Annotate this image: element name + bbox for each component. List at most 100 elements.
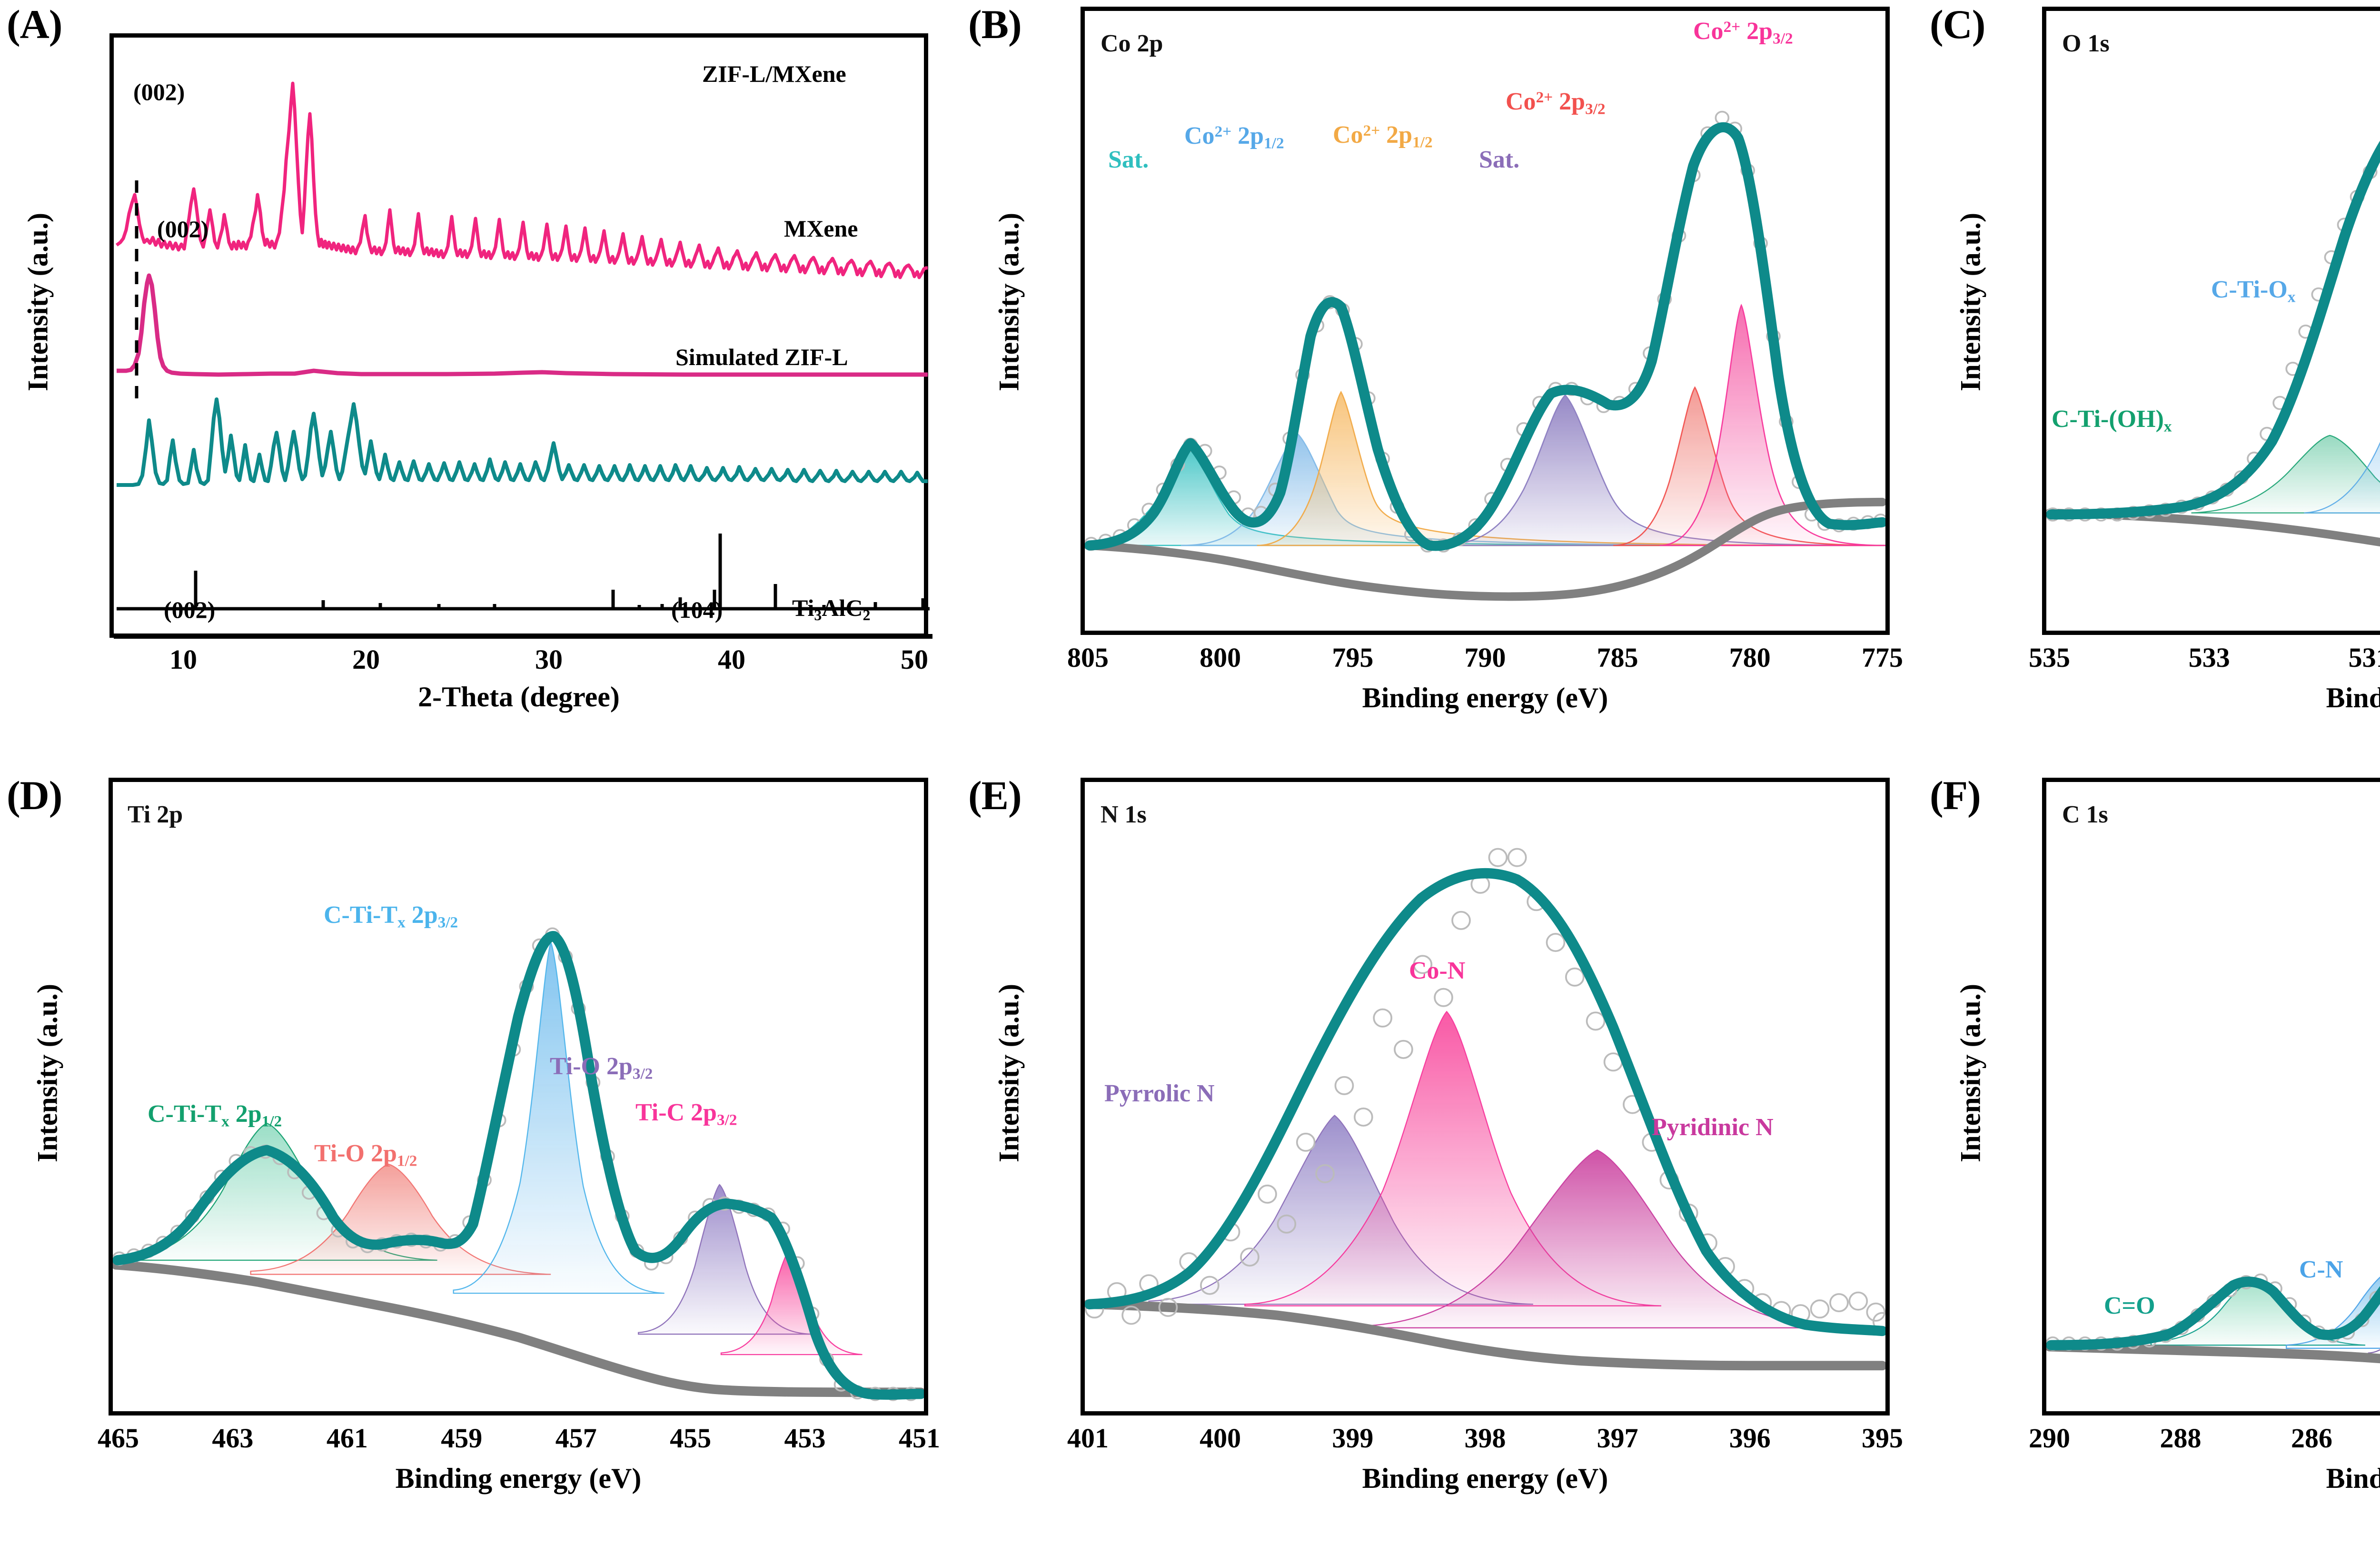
panel-d-ylabel: Intensity (a.u.) xyxy=(31,983,63,1163)
panel-b-label-co2p3half-pink: Co2+ 2p3/2 xyxy=(1693,18,1793,48)
xtick: 288 xyxy=(2160,1423,2202,1454)
panel-d-corner-label: Ti 2p xyxy=(128,801,183,828)
xtick: 800 xyxy=(1200,642,1241,673)
panel-b-letter: (B) xyxy=(968,1,1022,47)
xtick: 785 xyxy=(1597,642,1638,673)
panel-c-components xyxy=(2191,435,2380,514)
xtick: 531 xyxy=(2348,642,2380,673)
panel-f-background-curve xyxy=(2046,1342,2380,1364)
panel-c-xticklabels: 535 533 531 529 527 525 xyxy=(2029,642,2380,673)
panel-d-envelope-curve xyxy=(113,931,924,1400)
panel-c-svg xyxy=(2046,140,2380,547)
panel-c: (C) Intensity (a.u.) xyxy=(1923,0,2380,762)
xtick: 780 xyxy=(1729,642,1771,673)
trace-simulated-zifl xyxy=(117,397,928,487)
panel-b-background-curve xyxy=(1085,497,1885,601)
panel-c-label-c-ti-ox: C-Ti-Ox xyxy=(2211,276,2296,306)
panel-a-letter: (A) xyxy=(7,1,62,47)
ti3alc2-stick-pattern xyxy=(117,534,930,611)
xtick: 461 xyxy=(326,1423,368,1454)
panel-a-annotation-002-top: (002) xyxy=(133,79,185,105)
panel-d-xticklabels: 465 463 461 459 457 455 453 451 xyxy=(98,1422,940,1454)
panel-d-label-ti-o-2p3half: Ti-O 2p3/2 xyxy=(550,1053,653,1083)
panel-b: (B) Intensity (a.u.) xyxy=(962,0,1923,762)
panel-f-svg xyxy=(2046,1273,2380,1364)
panel-f-label-c-n: C-N xyxy=(2299,1256,2343,1283)
panel-f-label-c-double-o: C=O xyxy=(2104,1292,2155,1319)
xtick: 455 xyxy=(670,1423,712,1454)
panel-a-annotation-002-ti3alc2: (002) xyxy=(164,596,216,623)
panel-a-trace-label-zif-l-mxene: ZIF-L/MXene xyxy=(702,60,846,87)
panel-d-components xyxy=(120,940,863,1356)
panel-b-envelope-curve xyxy=(1085,122,1885,551)
xtick: 10 xyxy=(169,644,197,675)
panel-c-corner-label: O 1s xyxy=(2062,30,2110,57)
panel-b-ylabel: Intensity (a.u.) xyxy=(993,212,1025,392)
panel-e-background-curve xyxy=(1085,1299,1885,1371)
panel-a-xlabel: 2-Theta (degree) xyxy=(418,681,620,713)
xtick: 535 xyxy=(2029,642,2070,673)
panel-e-svg xyxy=(1085,848,1885,1371)
panel-b-label-co2p1half-orange: Co2+ 2p1/2 xyxy=(1333,121,1433,151)
panel-a-plot xyxy=(109,33,932,639)
xtick: 795 xyxy=(1332,642,1374,673)
panel-e-xlabel: Binding energy (eV) xyxy=(1362,1463,1608,1494)
panel-a-xticklabels: 10 20 30 40 50 xyxy=(109,643,928,675)
panel-e-plot xyxy=(1081,778,1890,1415)
panel-b-label-co2p1half-blue: Co2+ 2p1/2 xyxy=(1184,122,1284,152)
panel-c-plot xyxy=(2042,7,2380,635)
panel-f: (F) Intensity (a.u.) xyxy=(1923,771,2380,1554)
panel-e-label-pyrrolic-n: Pyrrolic N xyxy=(1104,1080,1215,1107)
panel-f-ylabel: Intensity (a.u.) xyxy=(1954,983,1986,1163)
panel-e-data-markers xyxy=(1085,848,1885,1331)
trace-mxene xyxy=(117,273,928,377)
panel-b-label-co2p3half-red: Co2+ 2p3/2 xyxy=(1506,88,1606,118)
panel-c-envelope-curve xyxy=(2046,140,2380,520)
panel-a: (A) Intensity (a.u.) xyxy=(0,0,962,762)
panel-f-letter: (F) xyxy=(1930,772,1981,818)
panel-a-trace-label-mxene: MXene xyxy=(784,215,858,242)
panel-d-label-c-ti-tx-2p1half: C-Ti-Tx 2p1/2 xyxy=(148,1100,282,1130)
panel-c-ylabel: Intensity (a.u.) xyxy=(1954,212,1986,392)
xtick: 465 xyxy=(98,1423,139,1454)
panel-a-svg xyxy=(114,81,932,639)
panel-e-envelope-curve xyxy=(1085,868,1885,1336)
panel-c-background-curve xyxy=(2046,508,2380,547)
xtick: 400 xyxy=(1200,1423,1241,1454)
panel-a-trace-label-ti3alc2: Ti3AlC2 xyxy=(792,594,871,624)
panel-a-trace-label-simulated-zifl: Simulated ZIF-L xyxy=(675,344,848,370)
panel-e: (E) Intensity (a.u.) xyxy=(962,771,1923,1554)
panel-a-annotation-104: (104) xyxy=(671,596,723,623)
panel-a-ylabel: Intensity (a.u.) xyxy=(22,212,54,392)
panel-d-background-curve xyxy=(113,1260,924,1397)
panel-e-corner-label: N 1s xyxy=(1101,801,1147,828)
xtick: 459 xyxy=(441,1423,483,1454)
panel-f-envelope-curve xyxy=(2046,1277,2380,1350)
panel-e-components xyxy=(1148,1010,1854,1328)
panel-d-plot xyxy=(109,778,928,1415)
panel-d-label-ti-c-2p3half: Ti-C 2p3/2 xyxy=(635,1099,737,1129)
panel-d-svg xyxy=(113,927,924,1401)
xtick: 399 xyxy=(1332,1423,1374,1454)
xtick: 457 xyxy=(555,1423,597,1454)
panel-d-letter: (D) xyxy=(7,772,62,818)
panel-f-corner-label: C 1s xyxy=(2062,801,2108,828)
xtick: 397 xyxy=(1597,1423,1638,1454)
panel-f-xticklabels: 290 288 286 284 282 280 278 xyxy=(2029,1422,2380,1454)
xtick: 286 xyxy=(2291,1423,2332,1454)
panel-a-annotation-002-mxene: (002) xyxy=(157,216,209,242)
panel-e-xticklabels: 401 400 399 398 397 396 395 xyxy=(1067,1422,1903,1454)
xtick: 398 xyxy=(1464,1423,1506,1454)
xtick: 40 xyxy=(718,644,745,675)
panel-b-svg xyxy=(1085,110,1885,601)
xtick: 396 xyxy=(1729,1423,1771,1454)
panel-c-letter: (C) xyxy=(1930,1,1985,47)
panel-d-label-ti-o-2p1half: Ti-O 2p1/2 xyxy=(314,1140,417,1170)
trace-zif-l-mxene xyxy=(115,81,928,279)
panel-e-ylabel: Intensity (a.u.) xyxy=(993,983,1025,1163)
xtick: 463 xyxy=(212,1423,254,1454)
panel-b-label-sat-2: Sat. xyxy=(1479,146,1520,173)
xtick: 395 xyxy=(1861,1423,1903,1454)
xtick: 453 xyxy=(784,1423,826,1454)
